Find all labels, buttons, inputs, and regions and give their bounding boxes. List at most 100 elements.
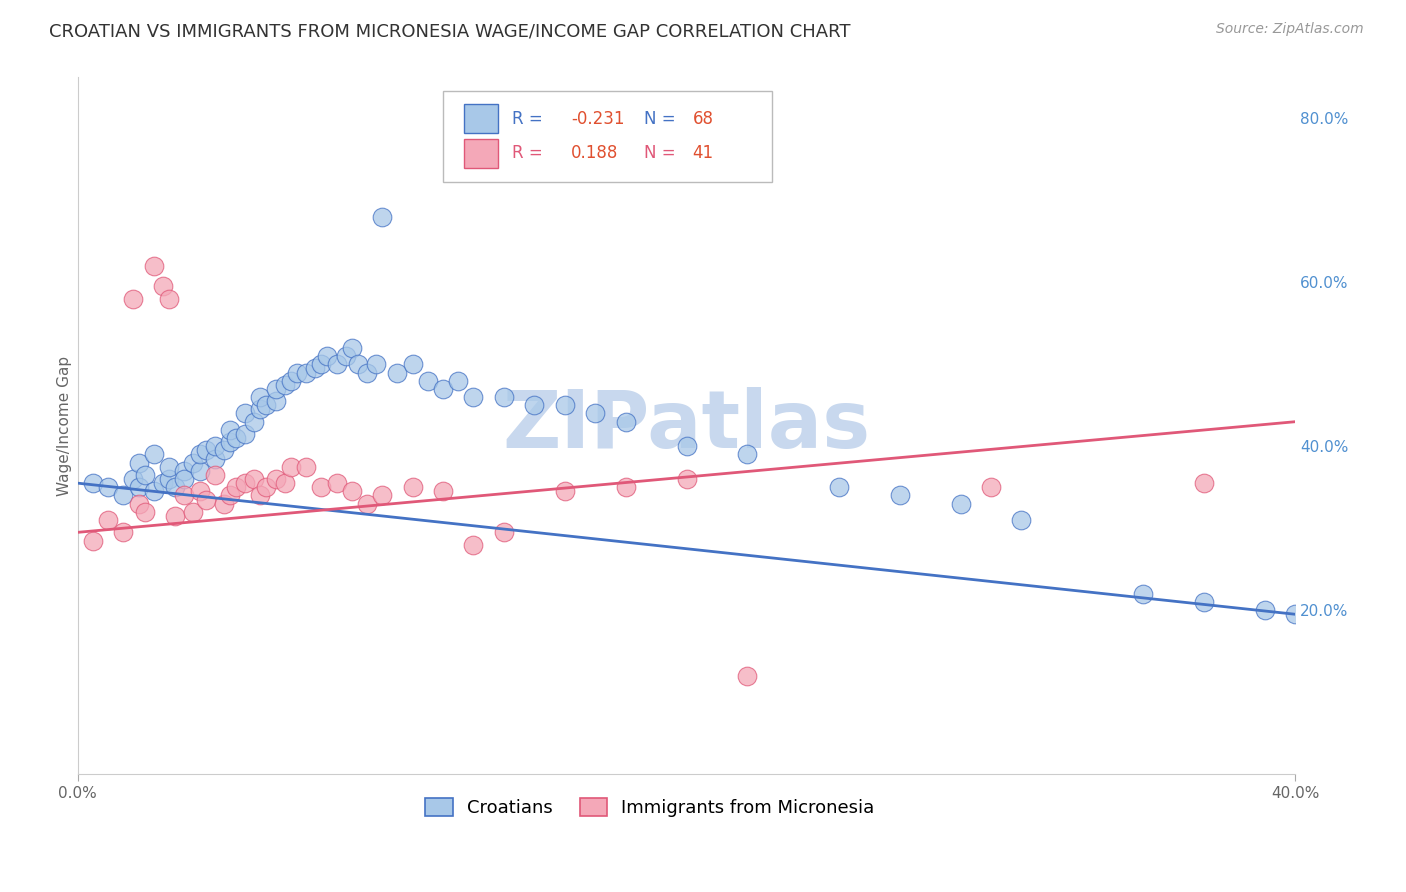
Point xyxy=(889,488,911,502)
Point xyxy=(335,349,357,363)
FancyBboxPatch shape xyxy=(464,139,498,168)
Point xyxy=(614,480,637,494)
Point xyxy=(128,480,150,494)
Point xyxy=(737,447,759,461)
Point xyxy=(219,435,242,450)
Point xyxy=(311,480,333,494)
Y-axis label: Wage/Income Gap: Wage/Income Gap xyxy=(58,356,72,496)
Point xyxy=(134,467,156,482)
Point xyxy=(128,456,150,470)
Point xyxy=(463,538,485,552)
Point xyxy=(316,349,339,363)
Point xyxy=(152,279,174,293)
Point xyxy=(401,480,423,494)
Point xyxy=(157,472,180,486)
Point xyxy=(828,480,851,494)
Point xyxy=(280,374,302,388)
Point xyxy=(554,484,576,499)
Point xyxy=(492,390,515,404)
Text: N =: N = xyxy=(644,145,681,162)
Point xyxy=(142,484,165,499)
Point xyxy=(554,398,576,412)
Point xyxy=(112,525,135,540)
Legend: Croatians, Immigrants from Micronesia: Croatians, Immigrants from Micronesia xyxy=(418,790,882,824)
Point xyxy=(416,374,439,388)
Point xyxy=(980,480,1002,494)
Point xyxy=(356,497,378,511)
Point xyxy=(340,341,363,355)
Point xyxy=(82,533,104,548)
Text: ZIPatlas: ZIPatlas xyxy=(502,387,870,465)
Point xyxy=(371,210,394,224)
Point xyxy=(134,505,156,519)
Point xyxy=(432,382,454,396)
Point xyxy=(204,467,226,482)
Text: -0.231: -0.231 xyxy=(571,110,624,128)
Point xyxy=(219,423,242,437)
Point xyxy=(249,402,271,417)
Text: 0.188: 0.188 xyxy=(571,145,619,162)
Point xyxy=(157,459,180,474)
Point xyxy=(1192,476,1215,491)
Point xyxy=(256,480,278,494)
Point xyxy=(274,476,297,491)
Point xyxy=(264,472,287,486)
Point xyxy=(304,361,326,376)
Point xyxy=(311,357,333,371)
Point xyxy=(233,476,256,491)
Point xyxy=(173,464,195,478)
Point xyxy=(225,431,247,445)
Point xyxy=(233,407,256,421)
Point xyxy=(463,390,485,404)
Point xyxy=(583,407,606,421)
Point xyxy=(112,488,135,502)
Point xyxy=(121,292,143,306)
Point xyxy=(387,366,409,380)
Point xyxy=(325,357,347,371)
Point xyxy=(340,484,363,499)
Point xyxy=(614,415,637,429)
Text: CROATIAN VS IMMIGRANTS FROM MICRONESIA WAGE/INCOME GAP CORRELATION CHART: CROATIAN VS IMMIGRANTS FROM MICRONESIA W… xyxy=(49,22,851,40)
Point xyxy=(152,476,174,491)
Point xyxy=(447,374,470,388)
Point xyxy=(183,456,205,470)
Point xyxy=(285,366,308,380)
Point xyxy=(675,439,697,453)
Point xyxy=(188,484,211,499)
Point xyxy=(295,459,318,474)
Point xyxy=(233,427,256,442)
Point xyxy=(264,394,287,409)
Point xyxy=(188,464,211,478)
Point xyxy=(121,472,143,486)
Point xyxy=(280,459,302,474)
Point xyxy=(243,415,266,429)
Point xyxy=(165,508,187,523)
Point xyxy=(371,488,394,502)
Point xyxy=(356,366,378,380)
Point xyxy=(295,366,318,380)
Point xyxy=(492,525,515,540)
Point xyxy=(249,390,271,404)
Point xyxy=(142,447,165,461)
Point xyxy=(97,480,120,494)
Text: R =: R = xyxy=(512,145,554,162)
Text: 68: 68 xyxy=(693,110,714,128)
Point xyxy=(183,505,205,519)
Point xyxy=(97,513,120,527)
Point xyxy=(523,398,546,412)
Point xyxy=(204,451,226,466)
Point xyxy=(194,443,217,458)
Point xyxy=(325,476,347,491)
Point xyxy=(264,382,287,396)
Point xyxy=(225,480,247,494)
Point xyxy=(1192,595,1215,609)
FancyBboxPatch shape xyxy=(464,103,498,133)
Point xyxy=(173,472,195,486)
Point xyxy=(274,377,297,392)
Point xyxy=(675,472,697,486)
Point xyxy=(737,669,759,683)
Point xyxy=(173,488,195,502)
Point xyxy=(1011,513,1033,527)
Point xyxy=(243,472,266,486)
Point xyxy=(1284,607,1306,622)
